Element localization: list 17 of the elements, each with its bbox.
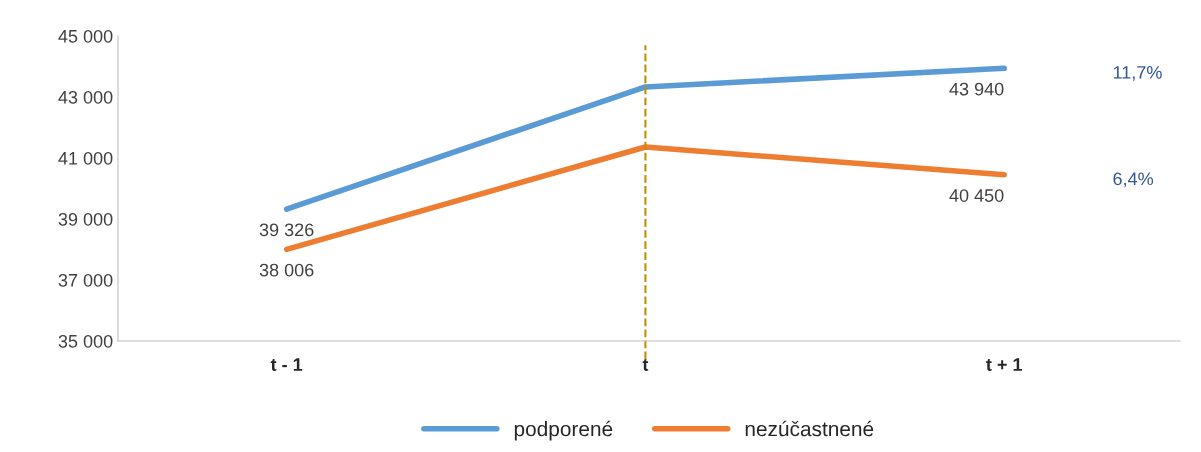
data-label: 39 326 [259,223,314,237]
x-tick-label: t [642,358,649,371]
legend-label: podporené [514,420,613,441]
y-tick-label: 43 000 [58,90,113,104]
x-tick-label: t + 1 [986,358,1023,371]
annotation: 6,4% [1113,172,1154,188]
y-tick-label: 41 000 [58,151,113,165]
data-label: 38 006 [259,263,314,277]
annotation: 11,7% [1113,66,1162,81]
y-tick-label: 45 000 [58,29,113,43]
y-tick-label: 39 000 [58,212,113,226]
legend-label: nezúčastnené [745,420,874,437]
y-tick-label: 35 000 [58,334,113,348]
x-tick-label: t - 1 [270,358,303,371]
y-tick-label: 37 000 [58,273,113,287]
data-label: 43 940 [949,82,1004,96]
data-label: 40 450 [949,189,1004,202]
